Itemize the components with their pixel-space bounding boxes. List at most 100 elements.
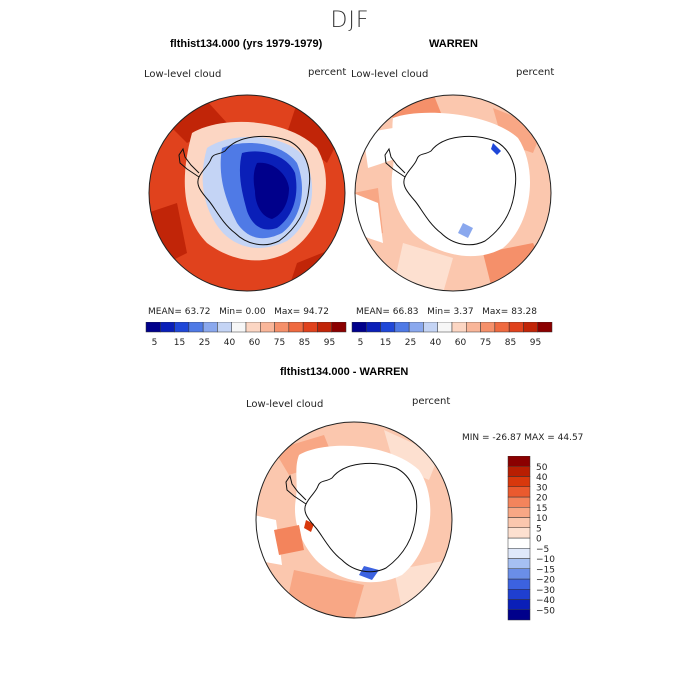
colorbar-swatch: [437, 322, 453, 333]
colorbar-swatch: [408, 322, 424, 333]
colorbar-tick-label: −5: [536, 545, 549, 555]
colorbar-tick-label: −50: [536, 606, 555, 616]
field-patch: [384, 430, 439, 480]
colorbar-swatch: [202, 322, 218, 333]
colorbar-tick-label: 85: [299, 338, 310, 348]
panel-title-diff: flthist134.000 - WARREN: [280, 366, 409, 378]
colorbar-swatch: [507, 568, 531, 580]
antarctica-coastline: [403, 135, 517, 246]
field-patch: [491, 143, 501, 155]
colorbar-tick-label: 25: [405, 338, 416, 348]
polar-map-diff: [255, 421, 453, 619]
colorbar-swatch: [507, 486, 531, 498]
colorbar-tick-label: −40: [536, 596, 555, 606]
peninsula-coastline: [178, 147, 200, 178]
colorbar-swatch: [466, 322, 481, 333]
colorbar-swatch: [145, 322, 161, 333]
colorbar-tick-label: 15: [174, 338, 185, 348]
colorbar-swatch: [523, 322, 538, 333]
colorbar-tick-label: −30: [536, 586, 555, 596]
colorbar-swatch: [507, 456, 531, 467]
stats-diff: MIN = -26.87 MAX = 44.57: [462, 433, 584, 443]
map-boundary: [354, 94, 552, 292]
colorbar-swatch: [188, 322, 204, 333]
colorbar-swatch: [302, 322, 318, 333]
field-label-model: Low-level cloud: [144, 69, 222, 80]
units-label-obs: percent: [516, 67, 555, 78]
colorbar-tick-label: 75: [274, 338, 285, 348]
colorbar-tick-label: 5: [152, 338, 158, 348]
field-patch: [287, 103, 342, 163]
colorbar-swatch: [174, 322, 190, 333]
colorbar-swatch: [507, 466, 531, 477]
colorbar-swatch: [507, 578, 531, 590]
stats-obs: MEAN= 66.83 Min= 3.37 Max= 83.28: [356, 307, 537, 317]
colorbar-tick-label: 25: [199, 338, 210, 348]
colorbar-swatch: [507, 589, 531, 600]
colorbar-swatch: [508, 322, 524, 333]
field-label-obs: Low-level cloud: [351, 69, 429, 80]
colorbar-swatch: [507, 609, 531, 621]
colorbar-tick-label: −10: [536, 555, 555, 565]
colorbar-tick-label: 5: [358, 338, 364, 348]
colorbar-swatch: [451, 322, 467, 333]
colorbar-tick-label: 40: [430, 338, 442, 348]
colorbar-tick-label: 60: [249, 338, 261, 348]
colorbar-swatch: [507, 558, 531, 569]
polar-map-obs: [354, 94, 552, 292]
colorbar-swatch: [423, 322, 438, 333]
colorbar-tick-label: 20: [536, 494, 548, 504]
colorbar-swatch: [507, 599, 531, 610]
colorbar-obs: 5 15 25 40 60 75 85 95: [351, 322, 553, 348]
colorbar-tick-label: 95: [324, 338, 335, 348]
colorbar-swatch: [380, 322, 396, 333]
season-title: DJF: [330, 8, 370, 33]
colorbar-swatch: [507, 527, 531, 539]
colorbar-swatch: [160, 322, 175, 333]
colorbar-swatch: [317, 322, 332, 333]
colorbar-tick-label: 10: [536, 514, 548, 524]
units-label-diff: percent: [412, 396, 451, 407]
colorbar-tick-label: 95: [530, 338, 541, 348]
colorbar-swatch: [480, 322, 496, 333]
colorbar-tick-label: 60: [455, 338, 467, 348]
field-label-diff: Low-level cloud: [246, 399, 324, 410]
field-patch: [458, 223, 473, 238]
colorbar-swatch: [274, 322, 290, 333]
colorbar-swatch: [260, 322, 275, 333]
colorbar-swatch: [351, 322, 367, 333]
colorbar-swatch: [366, 322, 381, 333]
colorbar-swatch: [217, 322, 232, 333]
colorbar-swatch: [331, 322, 347, 333]
panel-title-obs: WARREN: [429, 38, 478, 50]
field-patch: [359, 566, 379, 580]
map-boundary: [148, 94, 346, 292]
colorbar-tick-label: 5: [536, 524, 542, 534]
cloud-low-zone: [253, 162, 289, 219]
peninsula-coastline: [384, 147, 406, 178]
units-label-model: percent: [308, 67, 347, 78]
colorbar-swatch: [507, 507, 531, 518]
antarctica-coastline: [304, 462, 418, 573]
antarctica-coastline: [197, 135, 311, 246]
colorbar-tick-label: 0: [536, 535, 542, 545]
colorbar-tick-label: 40: [224, 338, 236, 348]
colorbar-tick-label: −20: [536, 576, 555, 586]
field-patch: [274, 525, 304, 555]
panel-title-model: flthist134.000 (yrs 1979-1979): [170, 38, 323, 50]
colorbar-swatch: [507, 496, 531, 508]
polar-map-model: [148, 94, 346, 292]
stats-model: MEAN= 63.72 Min= 0.00 Max= 94.72: [148, 307, 329, 317]
colorbar-tick-label: 50: [536, 463, 548, 473]
colorbar-swatch: [537, 322, 553, 333]
colorbar-tick-label: 30: [536, 483, 548, 493]
colorbar-tick-label: −15: [536, 565, 555, 575]
colorbar-swatch: [494, 322, 510, 333]
colorbar-swatch: [394, 322, 410, 333]
colorbar-swatch: [507, 476, 531, 487]
map-boundary: [255, 421, 453, 619]
colorbar-tick-label: 85: [505, 338, 516, 348]
colorbar-tick-label: 15: [380, 338, 391, 348]
colorbar-swatch: [231, 322, 247, 333]
